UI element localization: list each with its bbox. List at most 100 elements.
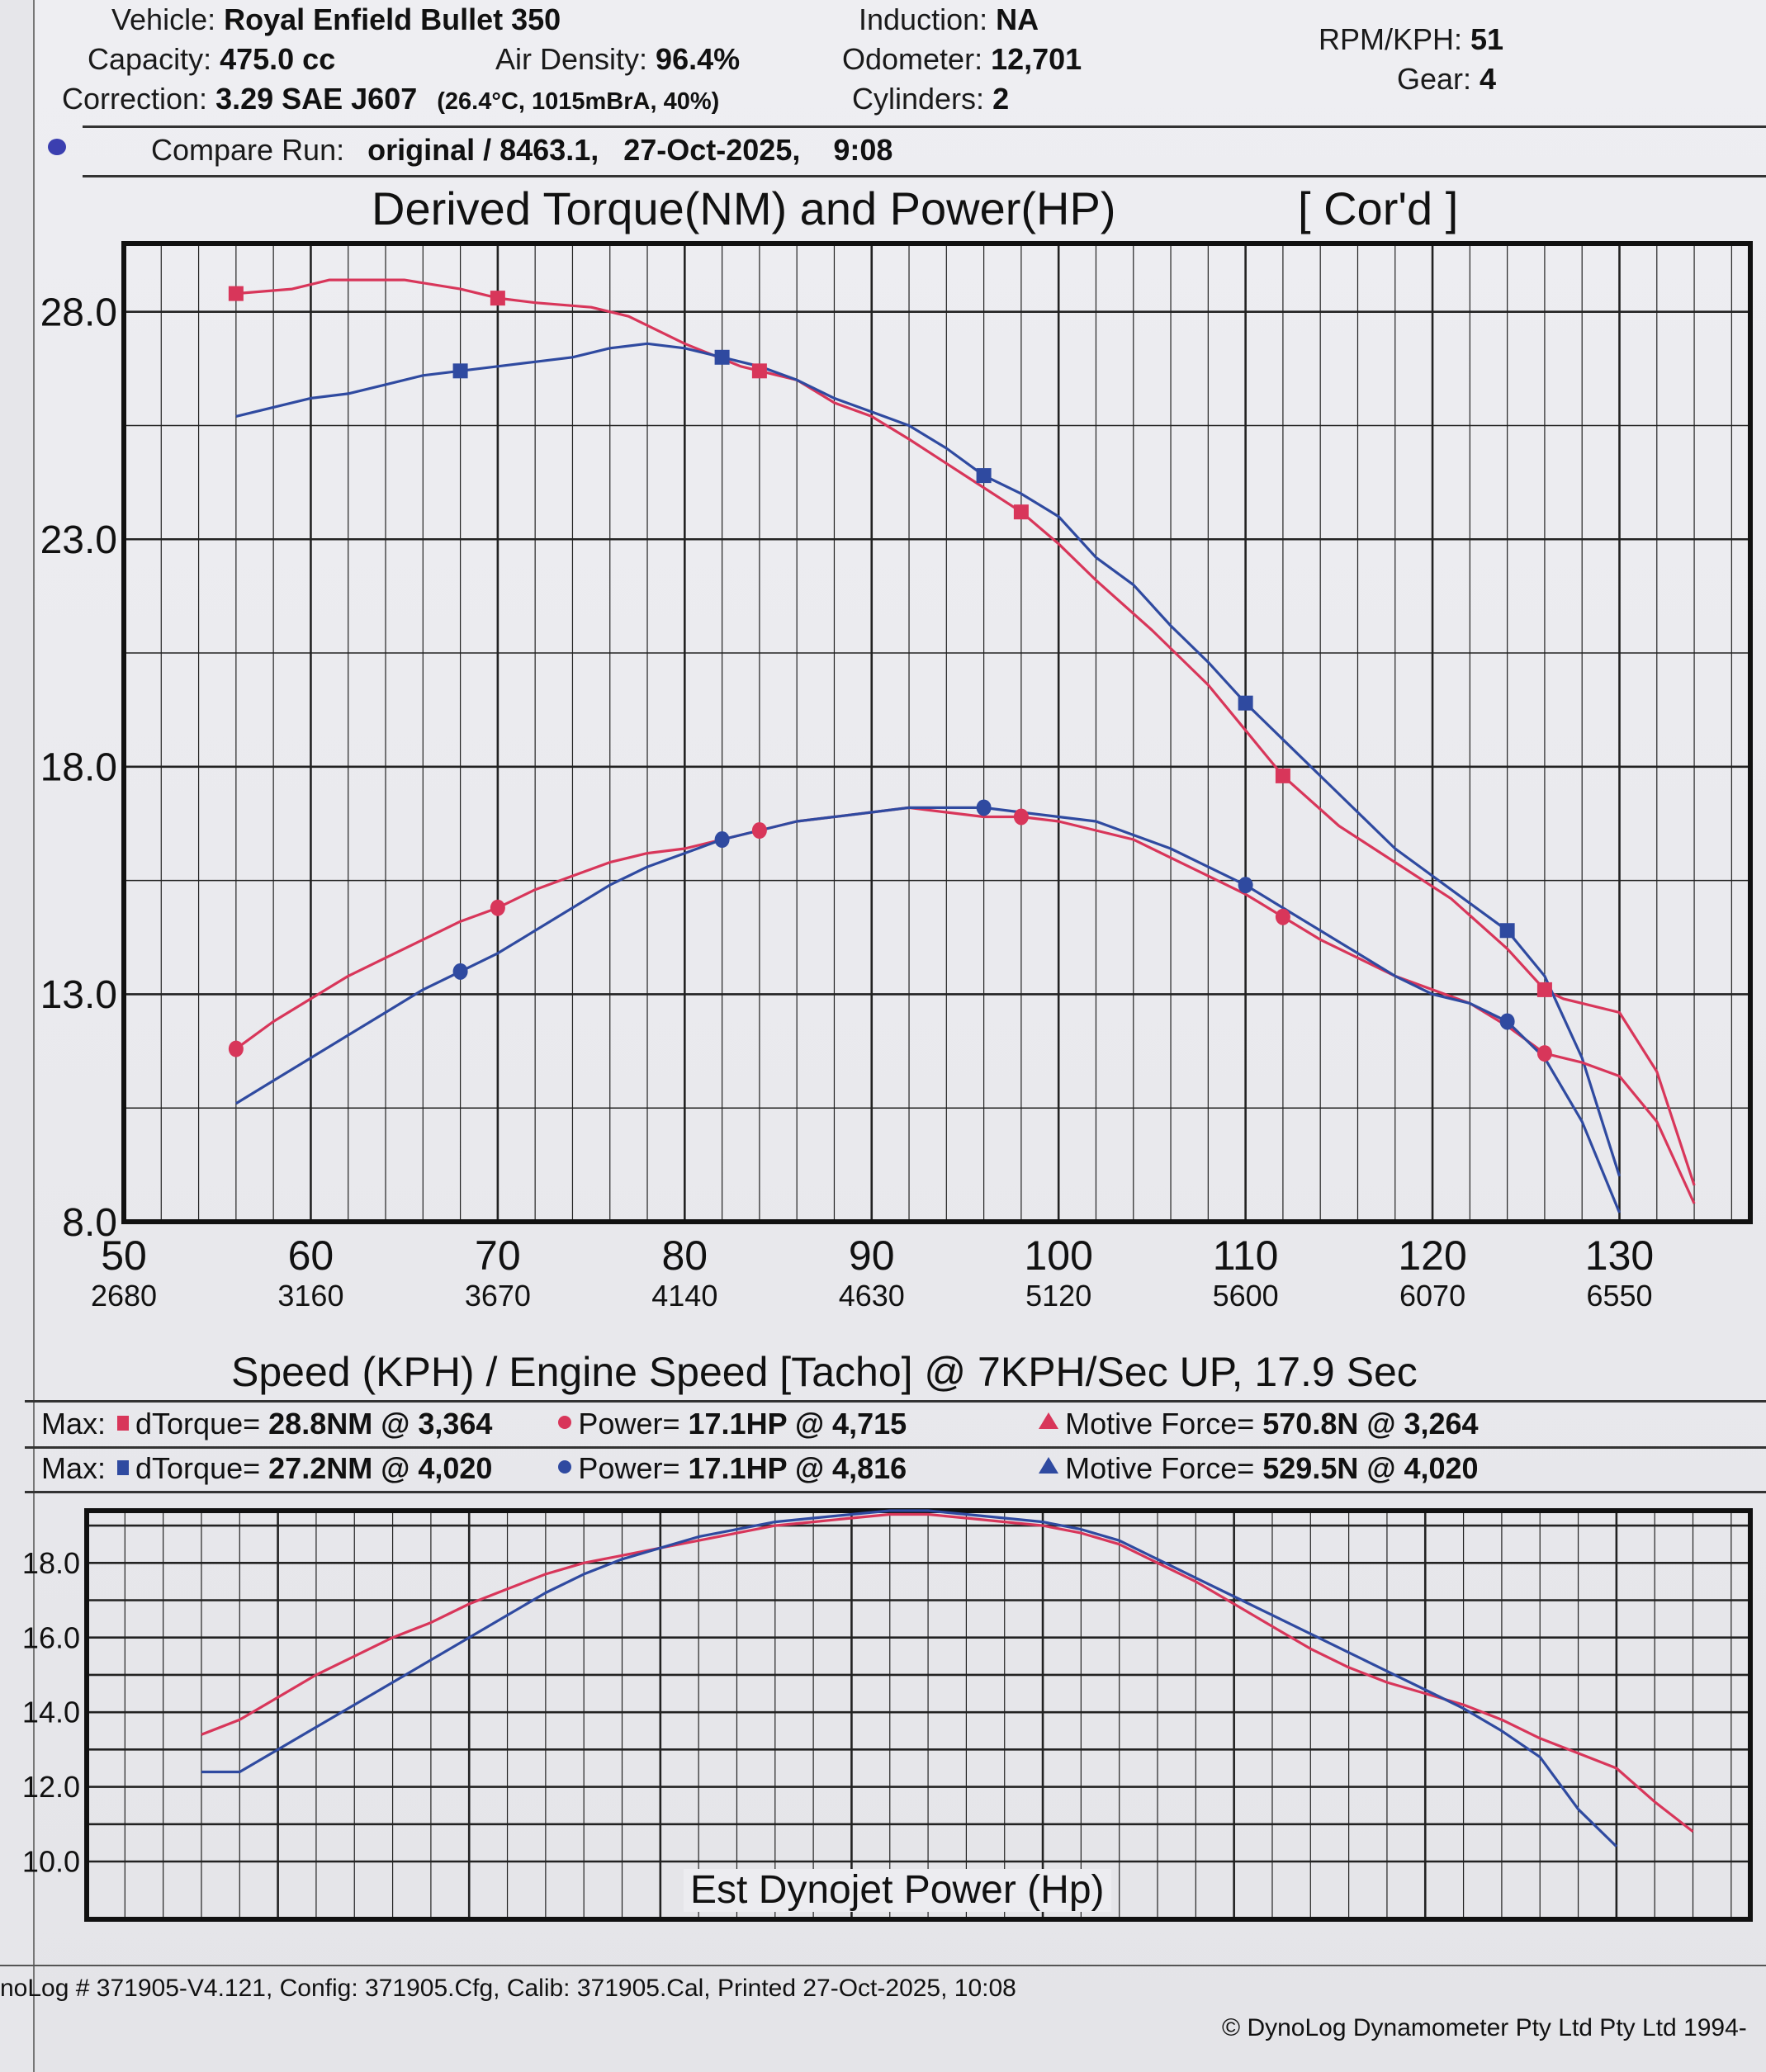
series-line-1: [201, 1509, 1618, 1848]
vehicle-field: Vehicle: Royal Enfield Bullet 350: [111, 3, 561, 36]
induction-field: Induction: NA: [859, 3, 1039, 36]
max-force-red: 570.8N @ 3,264: [1262, 1407, 1479, 1440]
circle-marker: [976, 799, 992, 816]
y-tick-label: 14.0: [22, 1696, 80, 1729]
y-tick-label: 28.0: [40, 291, 117, 334]
correction-field: Correction: 3.29 SAE J607 (26.4°C, 1015mBr…: [62, 83, 719, 118]
torque-power-title: Derived Torque(NM) and Power(HP): [372, 182, 1116, 234]
circle-marker: [1013, 808, 1029, 825]
square-marker: [1238, 695, 1253, 711]
torque-power-y-ticks: 8.0 13.0 18.0 23.0 28.0: [40, 291, 117, 1244]
square-marker: [976, 468, 992, 484]
footer-config: noLog # 371905-V4.121, Config: 371905.Cf…: [0, 1975, 1016, 2002]
square-marker: [228, 286, 244, 301]
y-tick-label: 16.0: [22, 1620, 80, 1654]
square-marker: [1013, 504, 1029, 520]
circle-marker: [228, 1040, 244, 1057]
footer-divider: [0, 1965, 1766, 1966]
induction-value: NA: [996, 2, 1039, 36]
compare-run-value: original / 8463.1,: [367, 133, 599, 167]
compare-divider: [83, 175, 1766, 177]
x-tick-rpm-label: 3670: [465, 1279, 531, 1313]
force-name: Motive Force=: [1065, 1451, 1255, 1485]
red-circle-icon: [558, 1416, 572, 1429]
compare-run-time: 9:08: [833, 133, 893, 167]
circle-marker: [1536, 1045, 1552, 1062]
corrected-badge: [ Cor'd ]: [1298, 182, 1459, 234]
rpm-kph-label: RPM/KPH:: [1319, 22, 1463, 56]
header-divider: [83, 125, 1766, 128]
circle-marker: [1499, 1013, 1515, 1030]
max-power-blue: 17.1HP @ 4,816: [688, 1451, 907, 1485]
compare-run-field: Compare Run: original / 8463.1, 27-Oct-202…: [151, 134, 892, 167]
red-triangle-icon: [1039, 1412, 1059, 1429]
summary-divider-bottom: [25, 1491, 1766, 1493]
y-tick-label: 12.0: [22, 1770, 80, 1804]
blue-circle-icon: [558, 1460, 572, 1474]
capacity-field: Capacity: 475.0 cc: [88, 43, 335, 76]
max-label: Max:: [41, 1407, 107, 1440]
max-row-red: Max: dTorque= 28.8NM @ 3,364 Power= 17.1H…: [41, 1407, 1479, 1441]
square-marker: [452, 363, 468, 379]
y-tick-label: 13.0: [40, 973, 117, 1017]
circle-marker: [452, 963, 468, 980]
max-power-red: 17.1HP @ 4,715: [688, 1407, 907, 1440]
x-tick-label: 130: [1585, 1232, 1654, 1279]
air-density-field: Air Density: 96.4%: [495, 43, 740, 76]
x-tick-rpm-label: 5600: [1213, 1279, 1279, 1313]
red-square-icon: [117, 1416, 130, 1431]
circle-marker: [1275, 908, 1290, 925]
footer-copyright: © DynoLog Dynamometer Pty Ltd Pty Ltd 19…: [1222, 2014, 1747, 2041]
x-tick-rpm-label: 5120: [1025, 1279, 1091, 1313]
force-name: Motive Force=: [1065, 1407, 1255, 1440]
summary-divider-top: [25, 1400, 1766, 1403]
dynojet-y-ticks: 10.0 12.0 14.0 16.0 18.0: [22, 1546, 80, 1879]
circle-marker: [1238, 877, 1253, 894]
x-tick-label: 70: [475, 1232, 521, 1279]
circle-marker: [490, 899, 505, 916]
square-marker: [1499, 923, 1515, 939]
torque-name: dTorque=: [135, 1407, 261, 1440]
y-tick-label: 23.0: [40, 518, 117, 562]
x-tick-rpm-label: 6070: [1399, 1279, 1465, 1313]
circle-marker: [714, 831, 730, 849]
x-tick-rpm-label: 4630: [839, 1279, 905, 1313]
vehicle-value: Royal Enfield Bullet 350: [224, 2, 561, 36]
max-force-blue: 529.5N @ 4,020: [1262, 1451, 1479, 1485]
dynojet-title: Est Dynojet Power (Hp): [684, 1869, 1111, 1912]
air-density-value: 96.4%: [656, 42, 741, 76]
cylinders-value: 2: [992, 82, 1010, 116]
gear-field: Gear: 4: [1397, 63, 1496, 96]
rpm-kph-field: RPM/KPH: 51: [1319, 23, 1503, 56]
square-marker: [751, 363, 767, 379]
dynojet-series: [201, 1509, 1694, 1848]
odometer-label: Odometer:: [842, 42, 983, 76]
capacity-label: Capacity:: [88, 42, 212, 76]
compare-run-date: 27-Oct-2025,: [623, 133, 801, 167]
cylinders-field: Cylinders: 2: [852, 83, 1009, 116]
series-line-2: [234, 806, 1696, 1204]
hole-punch-dot: [48, 139, 66, 155]
summary-divider-mid: [25, 1446, 1766, 1449]
square-marker: [1536, 982, 1552, 997]
dyno-printout: [33, 0, 1766, 2072]
max-torque-red: 28.8NM @ 3,364: [268, 1407, 493, 1440]
odometer-field: Odometer: 12,701: [842, 43, 1082, 76]
plot-frame: [121, 241, 1753, 1224]
x-tick-label: 90: [849, 1232, 895, 1279]
x-tick-label: 80: [661, 1232, 708, 1279]
x-tick-rpm-label: 4140: [651, 1279, 717, 1313]
x-tick-rpm-label: 6550: [1586, 1279, 1652, 1313]
induction-label: Induction:: [859, 2, 988, 36]
gear-label: Gear:: [1397, 62, 1472, 96]
air-density-label: Air Density:: [495, 42, 648, 76]
blue-square-icon: [117, 1460, 130, 1475]
max-row-blue: Max: dTorque= 27.2NM @ 4,020 Power= 17.1H…: [41, 1451, 1479, 1486]
compare-run-label: Compare Run:: [151, 133, 345, 167]
power-name: Power=: [578, 1451, 680, 1485]
torque-power-markers: [228, 286, 1552, 1062]
square-marker: [490, 291, 505, 306]
